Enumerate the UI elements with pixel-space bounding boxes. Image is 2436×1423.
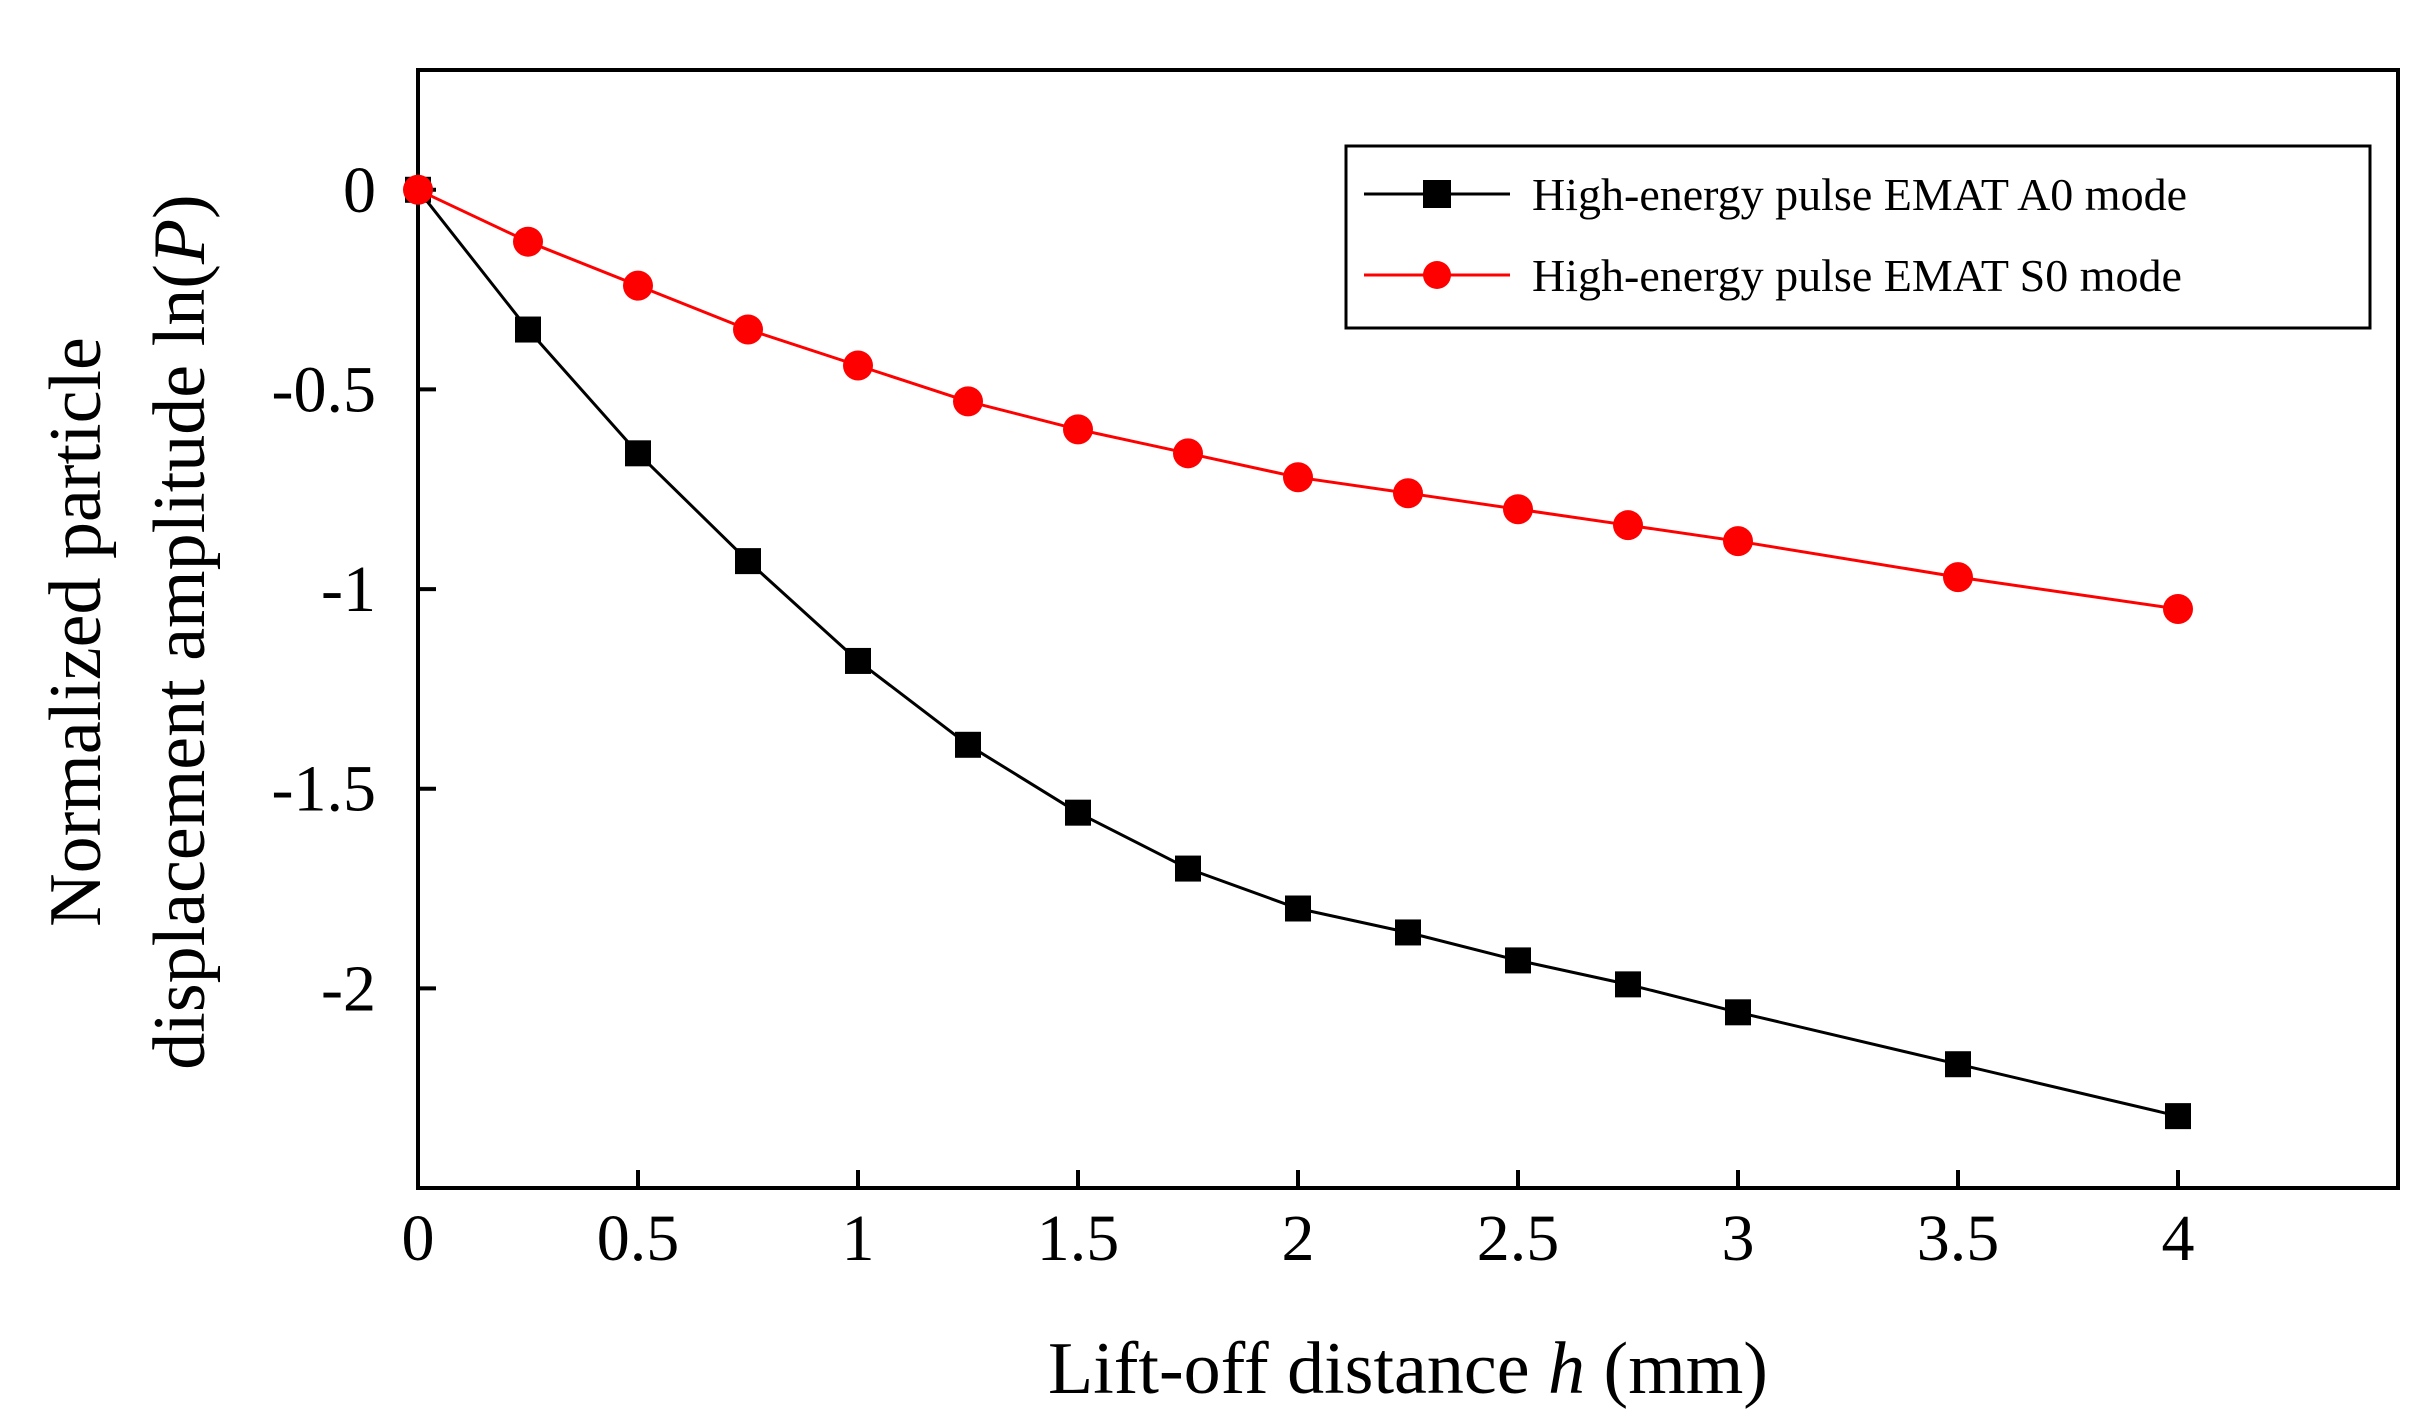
data-point-a0	[1285, 895, 1311, 922]
x-tick-label: 1	[842, 1202, 875, 1275]
data-point-s0	[733, 314, 763, 345]
x-tick-label: 3	[1722, 1202, 1755, 1275]
x-tick-label: 0.5	[597, 1202, 680, 1275]
axis-ticks: 0 0.5 1 1.5 2 2.5 3 3.5 4 0 -0.5 -1 -1.5 -2	[272, 154, 2195, 1275]
data-point-s0	[1173, 438, 1203, 469]
data-point-s0	[623, 270, 653, 301]
x-axis-title-prefix: Lift-off distance	[1048, 1328, 1548, 1410]
legend: High-energy pulse EMAT A0 mode High-ener…	[1344, 144, 2372, 330]
data-point-s0	[513, 226, 543, 257]
y-axis-title-line-2-prefix: displacement amplitude ln(	[139, 264, 221, 1070]
x-axis-title: Lift-off distance h (mm)	[1048, 1328, 1768, 1410]
data-point-s0	[953, 386, 983, 417]
data-point-a0	[955, 731, 981, 758]
series-layer	[403, 174, 2193, 1130]
y-axis-title-line-2-suffix: )	[139, 194, 221, 219]
x-axis-title-variable: h	[1548, 1328, 1585, 1410]
legend-marker-a0	[1423, 180, 1451, 208]
y-tick-label: 0	[343, 154, 376, 227]
y-axis-title: Normalized particle displacement amplitu…	[35, 194, 221, 1069]
data-point-s0	[1943, 562, 1973, 593]
x-axis-title-suffix: (mm)	[1585, 1328, 1768, 1410]
data-point-a0	[1065, 799, 1091, 826]
x-tick-label: 1.5	[1037, 1202, 1120, 1275]
data-point-s0	[1723, 526, 1753, 557]
x-tick-label: 4	[2162, 1202, 2195, 1275]
data-point-a0	[515, 316, 541, 343]
legend-label-s0: High-energy pulse EMAT S0 mode	[1532, 250, 2182, 301]
legend-marker-s0	[1423, 261, 1451, 289]
legend-label-a0: High-energy pulse EMAT A0 mode	[1532, 169, 2187, 220]
data-point-a0	[1945, 1051, 1971, 1078]
x-tick-label: 2.5	[1477, 1202, 1560, 1275]
plot-area-frame	[416, 68, 2400, 1190]
y-axis-title-variable: P	[139, 219, 221, 265]
y-tick-label: -1	[321, 553, 376, 626]
data-point-s0	[403, 174, 433, 205]
x-tick-label: 0	[402, 1202, 435, 1275]
legend-box	[1344, 144, 2372, 330]
data-point-s0	[1613, 510, 1643, 541]
data-point-a0	[625, 440, 651, 467]
data-point-a0	[845, 647, 871, 674]
data-point-a0	[735, 548, 761, 575]
y-axis-title-line-2: displacement amplitude ln(P)	[139, 194, 221, 1069]
data-point-a0	[1175, 855, 1201, 882]
x-tick-label: 3.5	[1917, 1202, 2000, 1275]
y-axis-title-line-1: Normalized particle	[35, 337, 117, 927]
data-point-s0	[1393, 478, 1423, 509]
y-tick-label: -2	[321, 952, 376, 1025]
data-point-s0	[843, 350, 873, 381]
data-point-a0	[2165, 1103, 2191, 1130]
data-point-a0	[1615, 971, 1641, 998]
data-point-a0	[1395, 919, 1421, 946]
data-point-s0	[1063, 414, 1093, 445]
data-point-a0	[1505, 947, 1531, 974]
data-point-s0	[2163, 594, 2193, 625]
x-tick-label: 2	[1282, 1202, 1315, 1275]
y-tick-label: -0.5	[272, 353, 376, 426]
y-tick-label: -1.5	[272, 753, 376, 826]
data-point-a0	[1725, 999, 1751, 1026]
data-point-s0	[1503, 494, 1533, 525]
data-point-s0	[1283, 462, 1313, 493]
